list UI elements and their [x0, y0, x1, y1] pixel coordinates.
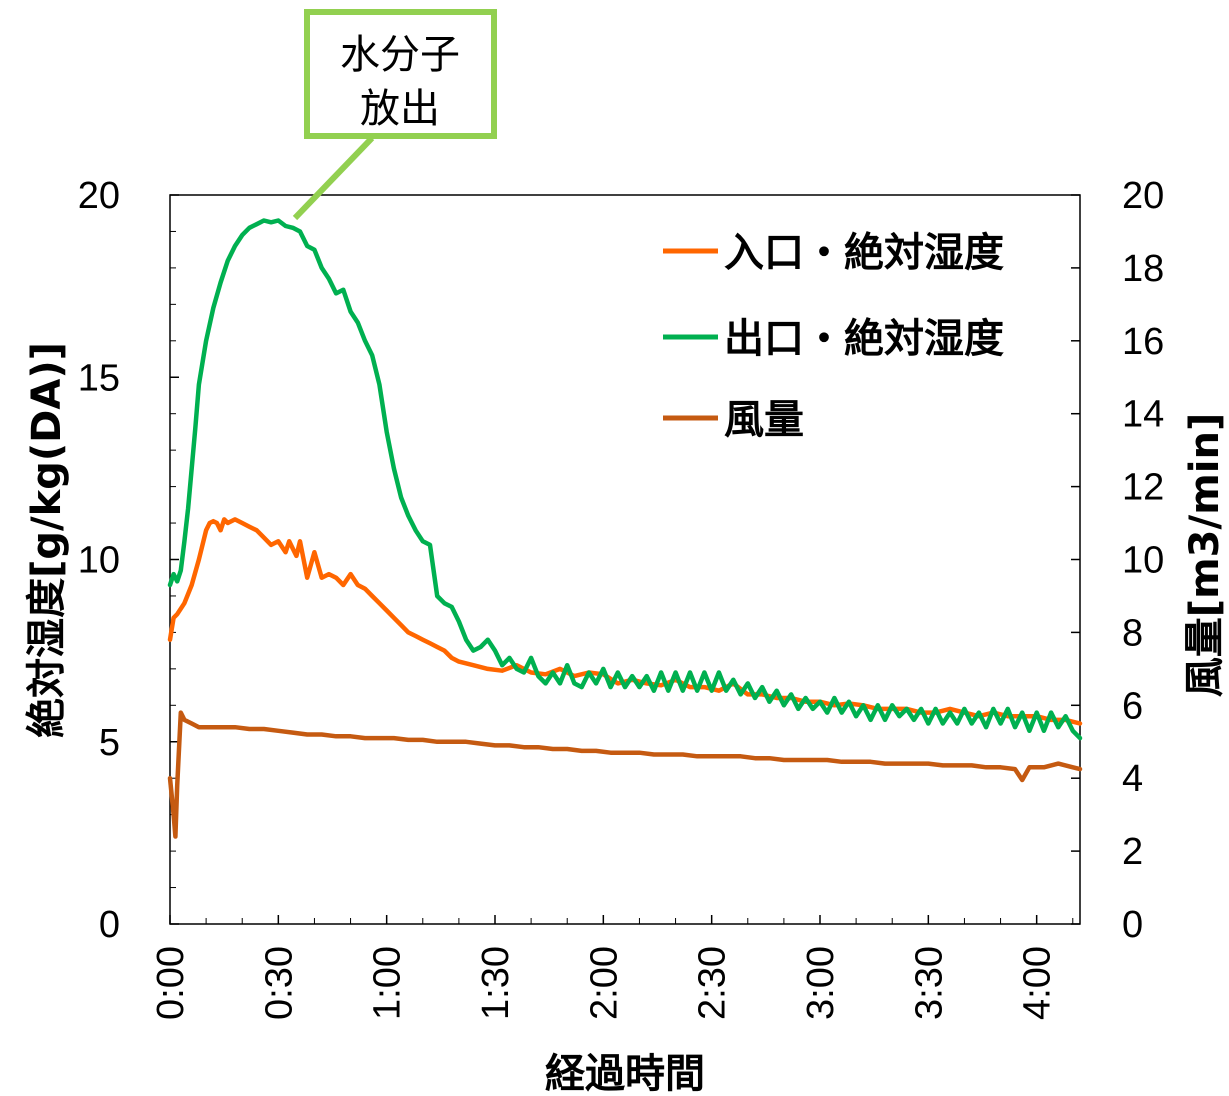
legend-label-inlet: 入口・絶対湿度: [724, 230, 1004, 276]
callout-box: [304, 9, 497, 139]
legend-label-outlet: 出口・絶対湿度: [724, 316, 1004, 362]
callout-line-2: 放出: [360, 86, 440, 132]
y2-tick-label: 8: [1122, 612, 1143, 654]
y2-tick-label: 20: [1122, 175, 1164, 217]
callout-line-1: 水分子: [340, 32, 460, 78]
series-line-1: [167, 218, 1083, 741]
x-tick-label: 3:30: [908, 946, 950, 1020]
y2-tick-label: 0: [1122, 904, 1143, 946]
legend-label-airflow: 風量: [724, 397, 804, 443]
y2-tick-label: 12: [1122, 467, 1164, 509]
y-tick-label: 5: [99, 722, 120, 764]
y-tick-label: 20: [78, 175, 120, 217]
y2-tick-label: 4: [1122, 758, 1143, 800]
x-tick-label: 4:00: [1017, 946, 1059, 1020]
y-tick-label: 15: [78, 357, 120, 399]
legend: 入口・絶対湿度 出口・絶対湿度 風量: [663, 230, 1004, 443]
y2-tick-label: 6: [1122, 685, 1143, 727]
y2-axis-title: 風量[m3/min]: [1182, 413, 1228, 698]
x-axis-title: 経過時間: [545, 1051, 705, 1096]
y-tick-label: 0: [99, 904, 120, 946]
y-tick-label: 10: [78, 540, 120, 582]
callout-leader-line: [292, 135, 375, 221]
x-tick-label: 1:30: [475, 946, 517, 1020]
series-layer: [167, 218, 1083, 839]
series-line-2: [167, 710, 1083, 839]
y2-tick-label: 2: [1122, 831, 1143, 873]
y2-tick-label: 14: [1122, 394, 1164, 436]
x-tick-label: 3:00: [800, 946, 842, 1020]
x-tick-label: 0:30: [258, 946, 300, 1020]
x-tick-label: 2:00: [583, 946, 625, 1020]
x-tick-label: 1:00: [367, 946, 409, 1020]
annotation-callout: 水分子 放出: [292, 9, 497, 221]
left-axis-ticks: 0 5 10 15 20: [78, 175, 179, 946]
x-axis-ticks: 0:00 0:30 1:00 1:30 2:00 2:30 3:00 3:30 4:00: [150, 915, 1074, 1020]
x-tick-label: 0:00: [150, 946, 192, 1020]
x-tick-label: 2:30: [692, 946, 734, 1020]
y2-tick-label: 18: [1122, 248, 1164, 290]
y2-tick-label: 16: [1122, 321, 1164, 363]
plot-area: [169, 194, 1081, 925]
right-axis-ticks: 0 2 4 6 8 10 12 14 16 18 20: [1071, 175, 1164, 946]
y-axis-title: 絶対湿度[g/kg(DA)]: [24, 342, 70, 738]
y2-tick-label: 10: [1122, 540, 1164, 582]
